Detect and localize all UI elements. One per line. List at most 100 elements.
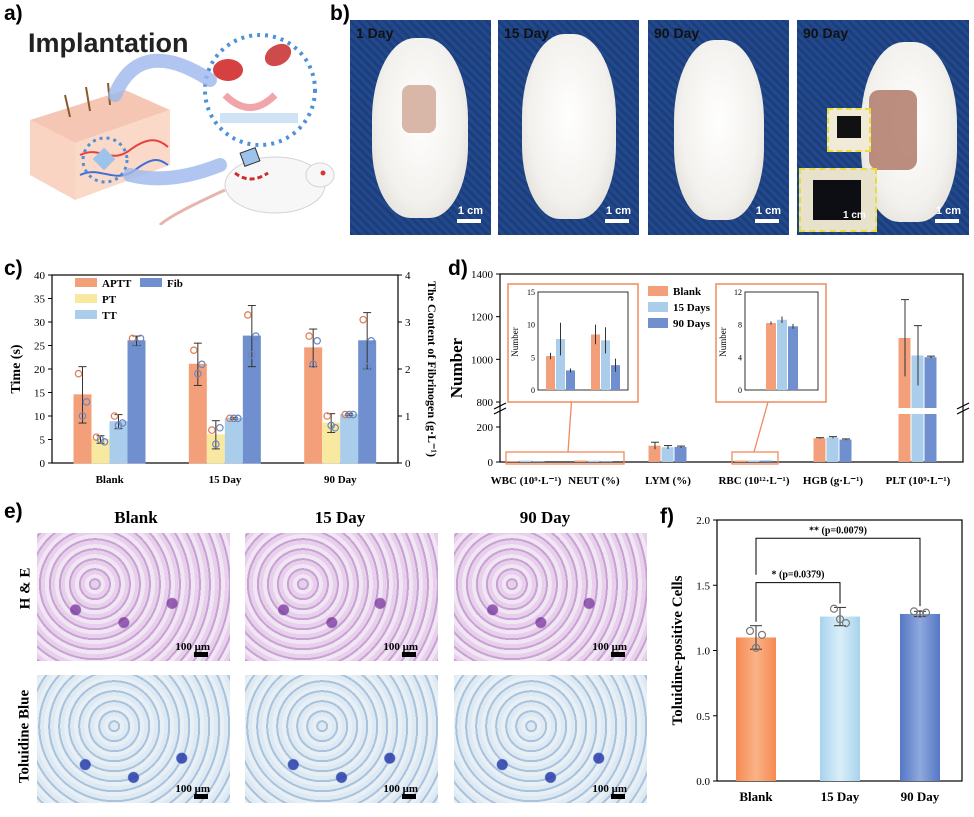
legend-label: 90 Days <box>673 318 711 330</box>
x-tick-label: WBC (10⁹·L⁻¹) <box>491 475 562 487</box>
arrow-up-icon <box>108 53 217 102</box>
inset-bar <box>546 356 555 390</box>
scale-label: 1 cm <box>457 205 483 217</box>
bar-blank <box>734 460 747 462</box>
y-tick-label: 800 <box>477 397 494 409</box>
histology-tb-blank: 100 μm <box>37 675 230 803</box>
data-point <box>110 412 119 420</box>
data-point <box>190 346 198 355</box>
significance-bracket <box>755 582 841 622</box>
legend-swatch <box>648 286 668 296</box>
magnified-view <box>203 33 317 147</box>
photo-15-day: 15 Day 1 cm <box>498 20 639 235</box>
data-point <box>313 337 321 345</box>
implant-icon <box>92 147 116 171</box>
scale-label: 100 μm <box>592 783 627 795</box>
scale-bar <box>605 219 629 223</box>
data-point <box>363 362 371 371</box>
red-blood-cell-icon <box>213 59 243 81</box>
data-point <box>132 339 141 347</box>
panel-label-c: c) <box>4 257 23 280</box>
y-tick-label: 35 <box>34 294 46 306</box>
y-tick-label: 0 <box>488 457 494 469</box>
data-point <box>230 414 238 423</box>
legend-swatch <box>648 318 668 328</box>
column-header-90-day: 90 Day <box>519 508 571 527</box>
red-blood-cell-icon <box>264 43 292 67</box>
bar-tt <box>340 414 359 464</box>
data-point <box>248 351 256 359</box>
x-tick-label: LYM (%) <box>645 475 691 487</box>
data-point <box>841 618 851 628</box>
inset-tick-label: 5 <box>531 353 535 362</box>
inset-tick-label: 10 <box>527 321 535 330</box>
data-point <box>118 419 127 427</box>
bar-blank <box>898 338 911 462</box>
data-point <box>128 334 137 343</box>
y-right-axis-title: The Content of Fibrinogen (g·L⁻¹) <box>425 281 439 457</box>
significance-label: * (p=0.0379) <box>772 570 825 581</box>
column-header-blank: Blank <box>114 508 158 527</box>
inset-scale-label: 1 cm <box>843 210 866 221</box>
data-point <box>194 369 202 378</box>
data-point <box>92 433 101 441</box>
data-point <box>96 435 105 444</box>
highlight-box-wbc-neut <box>505 451 625 465</box>
histology-he-15-day: 100 μm <box>245 533 438 661</box>
y-axis-title: Number <box>448 337 466 398</box>
legend-label: APTT <box>102 278 132 290</box>
scale-label: 100 μm <box>383 783 418 795</box>
zoom-connector <box>753 401 769 453</box>
inset-bar <box>591 334 600 390</box>
bar-90-days <box>600 461 613 462</box>
histology-he-90-day: 100 μm <box>454 533 647 661</box>
skin-top <box>30 90 170 143</box>
arrow-left-icon <box>123 158 227 186</box>
row-header-toluidine-blue: Toluidine Blue <box>16 689 33 784</box>
data-point <box>74 369 83 378</box>
histology-he-blank: 100 μm <box>37 533 230 661</box>
y-right-tick-label: 3 <box>405 317 411 329</box>
legend-label: 15 Days <box>673 302 711 314</box>
scale-label: 100 μm <box>383 641 418 653</box>
data-point <box>136 334 145 343</box>
data-point <box>345 410 353 419</box>
data-point <box>234 414 242 423</box>
photo-caption: 1 Day <box>356 25 394 41</box>
histology-tb-15-day: 100 μm <box>245 675 438 803</box>
scale-label: 100 μm <box>175 641 210 653</box>
data-point <box>915 609 925 619</box>
significance-bracket <box>755 537 921 607</box>
inset-tick-label: 0 <box>531 386 535 395</box>
y-tick-label: 1.0 <box>696 646 710 658</box>
scale-label: 1 cm <box>935 205 961 217</box>
y-axis-title: Time (s) <box>9 344 24 393</box>
scale-label: 100 μm <box>592 641 627 653</box>
panel-label-d: d) <box>448 257 468 280</box>
y-tick-label: 20 <box>34 364 46 376</box>
bar <box>900 613 940 781</box>
inset-bar <box>566 370 575 390</box>
scale-label: 1 cm <box>755 205 781 217</box>
inset-photo: 1 cm <box>799 168 877 232</box>
highlight-box-rbc <box>731 451 779 465</box>
data-point <box>305 332 313 340</box>
inset-y-title: Number <box>718 327 728 357</box>
y-tick-label: 25 <box>34 341 46 353</box>
bar-15-days <box>747 460 760 462</box>
panel-label-f: f) <box>660 505 674 528</box>
panel-label-e: e) <box>4 500 23 523</box>
arrow-icon <box>222 92 278 111</box>
inset-bar <box>766 323 776 390</box>
bar <box>820 616 860 781</box>
legend-label: Fib <box>167 278 183 290</box>
data-point <box>751 643 761 652</box>
bar-blank <box>506 461 519 462</box>
inset-bar <box>611 365 620 390</box>
data-point <box>198 360 206 369</box>
y-tick-label: 2.0 <box>696 515 710 527</box>
legend-swatch <box>75 294 97 303</box>
data-point <box>323 412 331 420</box>
photo-caption: 90 Day <box>654 25 700 41</box>
x-tick-label: 15 Day <box>209 474 242 486</box>
